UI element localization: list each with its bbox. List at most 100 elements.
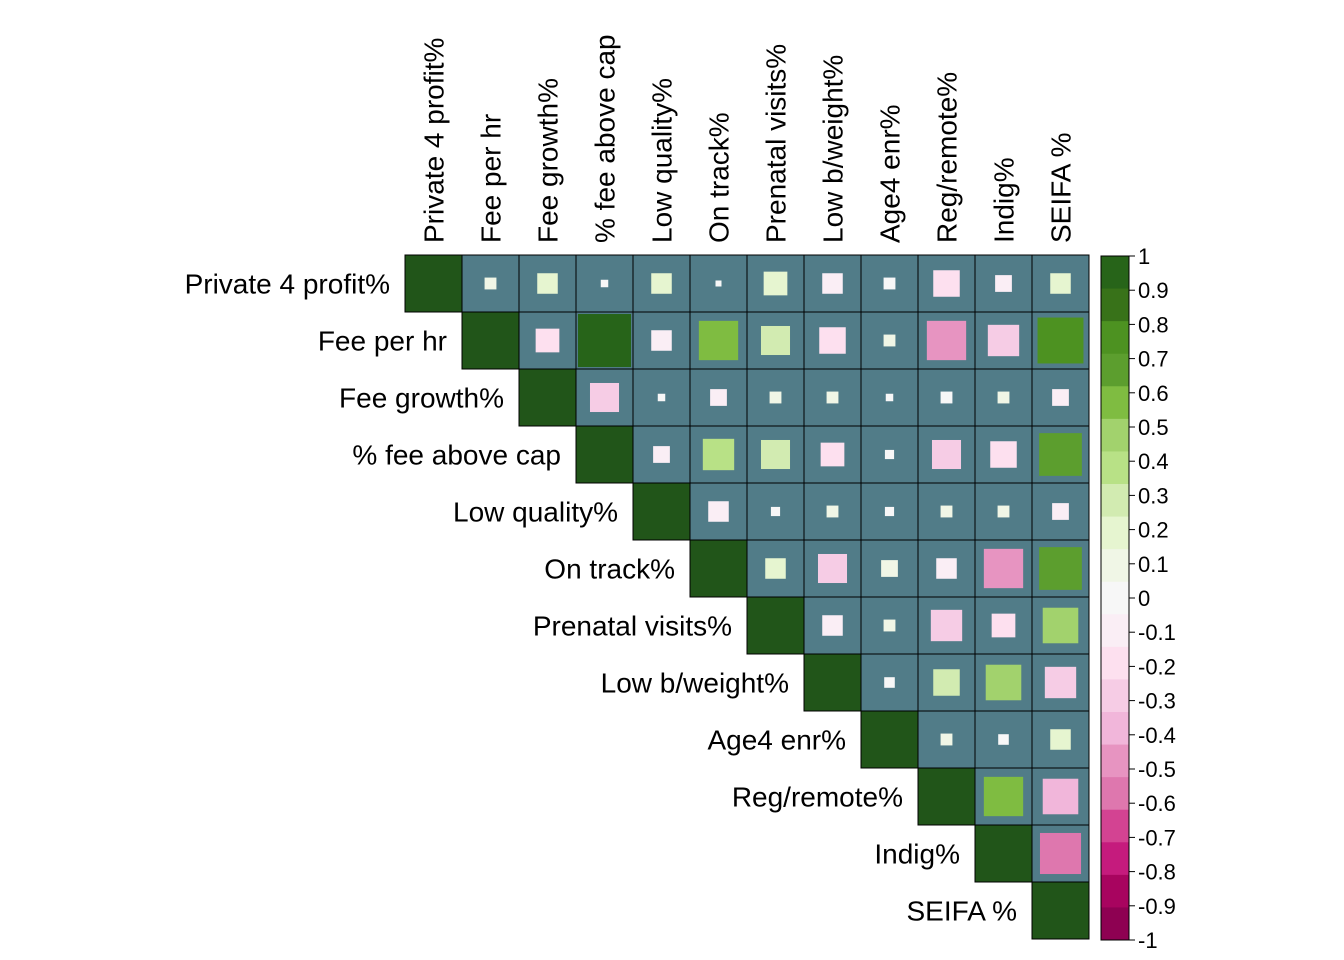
legend-color-band xyxy=(1101,712,1129,746)
correlation-square xyxy=(651,273,672,294)
correlation-square xyxy=(819,327,846,354)
diagonal-cell xyxy=(632,482,691,541)
correlation-square xyxy=(657,393,666,402)
correlation-square xyxy=(884,677,895,688)
correlation-square xyxy=(760,439,791,470)
legend-color-band xyxy=(1101,256,1129,290)
row-label: On track% xyxy=(544,554,675,585)
correlation-square xyxy=(535,328,560,353)
correlation-square xyxy=(885,393,894,402)
correlation-square xyxy=(1042,778,1079,815)
correlation-square xyxy=(710,389,727,406)
correlation-square xyxy=(817,553,848,584)
legend-tick-label: 0.2 xyxy=(1138,518,1169,543)
legend-tick-label: -0.9 xyxy=(1138,894,1176,919)
legend-tick-label: 0.8 xyxy=(1138,312,1169,337)
column-label: Low b/weight% xyxy=(818,55,849,243)
legend-tick-label: 0.7 xyxy=(1138,347,1169,372)
row-label: Fee growth% xyxy=(339,383,504,414)
correlation-square xyxy=(940,733,953,746)
correlation-square xyxy=(769,391,782,404)
legend-tick-label: -1 xyxy=(1138,928,1158,953)
legend-tick-label: -0.2 xyxy=(1138,654,1176,679)
correlation-square xyxy=(578,314,631,367)
correlation-square xyxy=(826,505,839,518)
diagonal-cell xyxy=(518,368,577,427)
diagonal-cell xyxy=(860,710,919,769)
correlation-square xyxy=(765,558,786,579)
correlation-square xyxy=(702,438,735,471)
correlation-square xyxy=(983,548,1024,589)
row-label: % fee above cap xyxy=(352,440,561,471)
correlation-square xyxy=(589,382,620,413)
correlation-square xyxy=(1039,832,1082,875)
column-label: On track% xyxy=(704,112,735,243)
legend-tick-label: 0.5 xyxy=(1138,415,1169,440)
correlation-square xyxy=(881,560,898,577)
diagonal-cell xyxy=(1031,881,1090,940)
correlation-square xyxy=(1052,389,1069,406)
correlation-square xyxy=(883,334,896,347)
correlation-square xyxy=(998,734,1009,745)
correlation-square xyxy=(770,506,781,517)
legend-tick-label: 1 xyxy=(1138,244,1150,269)
correlation-square xyxy=(1052,503,1069,520)
row-label: SEIFA % xyxy=(907,896,1018,927)
correlation-square xyxy=(600,279,609,288)
legend-color-band xyxy=(1101,516,1129,550)
legend-color-band xyxy=(1101,777,1129,811)
row-label: Indig% xyxy=(874,839,960,870)
row-label: Low b/weight% xyxy=(601,668,789,699)
correlation-square xyxy=(985,664,1022,701)
legend-tick-label: 0.3 xyxy=(1138,483,1169,508)
legend-color-band xyxy=(1101,581,1129,615)
row-label: Fee per hr xyxy=(318,326,447,357)
cell-background xyxy=(860,254,919,313)
legend-tick-label: -0.6 xyxy=(1138,791,1176,816)
legend-color-band xyxy=(1101,353,1129,387)
legend-tick-label: 0.9 xyxy=(1138,278,1169,303)
diagonal-cell xyxy=(746,596,805,655)
row-label: Prenatal visits% xyxy=(533,611,732,642)
correlation-square xyxy=(1044,666,1077,699)
correlation-square xyxy=(653,446,670,463)
row-labels: Private 4 profit% Fee per hr Fee growth% % … xyxy=(185,269,1017,927)
diagonal-cell xyxy=(803,653,862,712)
correlation-square xyxy=(484,277,497,290)
correlation-square xyxy=(884,449,895,460)
column-label: % fee above cap xyxy=(590,34,621,243)
column-label: Fee growth% xyxy=(533,78,564,243)
correlation-square xyxy=(1039,547,1082,590)
correlation-square xyxy=(820,442,845,467)
correlation-square xyxy=(930,609,963,642)
correlation-square xyxy=(933,669,960,696)
cell-background xyxy=(575,368,634,427)
diagonal-cell xyxy=(974,824,1033,883)
column-label: Age4 enr% xyxy=(875,104,906,243)
correlation-square xyxy=(1042,607,1079,644)
legend-tick-label: 0.1 xyxy=(1138,552,1169,577)
legend-color-band xyxy=(1101,484,1129,518)
correlation-square xyxy=(991,613,1016,638)
correlation-square xyxy=(698,320,739,361)
legend-color-band xyxy=(1101,809,1129,843)
legend-tick-label: -0.4 xyxy=(1138,723,1176,748)
legend-tick-label: -0.7 xyxy=(1138,825,1176,850)
correlation-square xyxy=(1037,317,1084,364)
legend-color-band xyxy=(1101,744,1129,778)
correlation-square xyxy=(926,320,967,361)
legend-tick-label: -0.1 xyxy=(1138,620,1176,645)
correlation-square xyxy=(826,391,839,404)
correlation-square xyxy=(708,501,729,522)
legend-color-band xyxy=(1101,451,1129,485)
color-legend: 1 0.9 0.8 0.7 0.6 0.5 0.4 0.3 0.2 0.1 0 -0.1 -0.2 -0.… xyxy=(1100,244,1176,953)
legend-color-band xyxy=(1101,874,1129,908)
legend-color-band xyxy=(1101,907,1129,941)
correlation-square xyxy=(990,441,1017,468)
row-label: Reg/remote% xyxy=(732,782,903,813)
correlation-square xyxy=(883,619,896,632)
correlation-square xyxy=(1050,729,1071,750)
column-label: Low quality% xyxy=(647,78,678,243)
correlation-square xyxy=(933,270,960,297)
diagonal-cell xyxy=(404,254,463,313)
